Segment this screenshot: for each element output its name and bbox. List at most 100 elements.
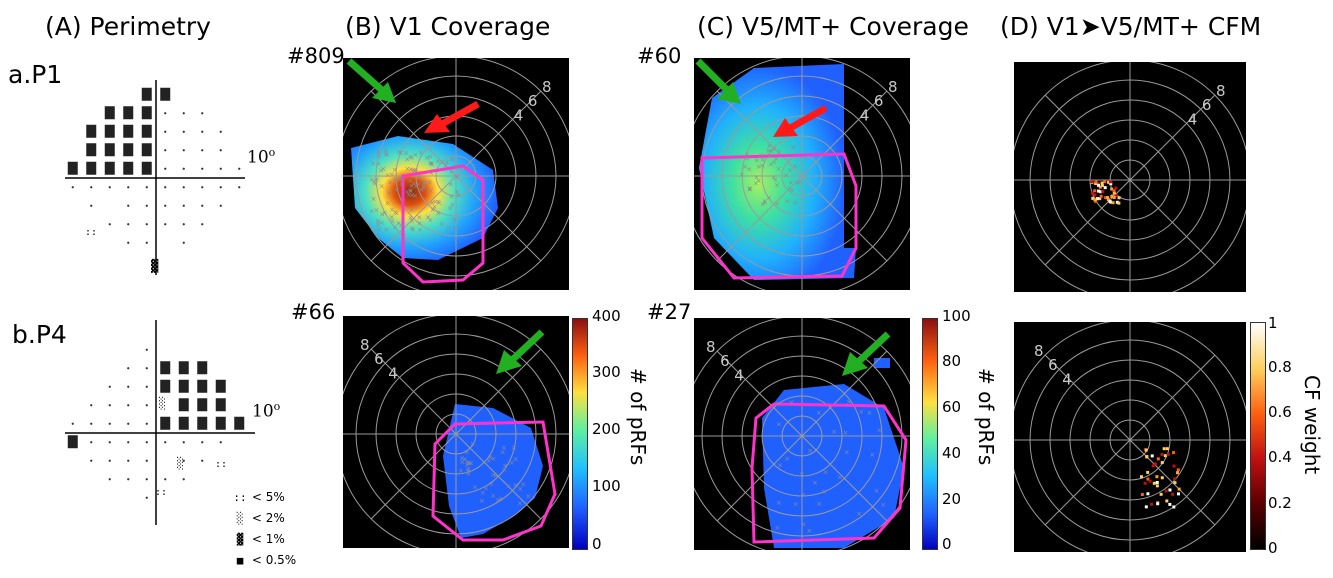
- prf-center-mark: ×: [793, 500, 799, 508]
- visual-field-boundary: [700, 152, 858, 280]
- loss-square: [197, 379, 208, 393]
- perimetry-mild-loss-mark: ::: [85, 227, 97, 238]
- loss-square: [141, 143, 152, 157]
- colorbar-cf-tick: 0.2: [1268, 494, 1292, 512]
- normal-dot: [201, 186, 204, 189]
- prf-center-mark: ×: [768, 161, 774, 169]
- loss-square: [215, 416, 226, 430]
- prf-center-mark: ×: [408, 153, 414, 161]
- normal-dot: [145, 223, 148, 226]
- loss-square: [141, 87, 152, 101]
- prf-center-mark: ×: [454, 188, 460, 196]
- prf-center-mark: ×: [506, 482, 512, 490]
- normal-dot: [145, 241, 148, 244]
- cf-weight-point: [1155, 480, 1159, 484]
- cf-weight-point: [1151, 464, 1155, 468]
- prf-center-mark: ×: [383, 150, 389, 158]
- prf-center-mark: ×: [417, 219, 423, 227]
- prf-center-mark: ×: [458, 467, 464, 475]
- prf-center-mark: ×: [408, 177, 414, 185]
- loss-square: [160, 416, 171, 430]
- cf-weight-point: [1177, 492, 1181, 496]
- prf-center-mark: ×: [411, 180, 417, 188]
- count-label-c-p1: #60: [637, 44, 682, 68]
- loss-square: [178, 379, 189, 393]
- loss-square: [86, 124, 97, 138]
- count-label-b-p1: #809: [287, 44, 345, 68]
- normal-dot: [145, 478, 148, 481]
- cf-weight-point: [1172, 464, 1176, 468]
- prf-center-mark: ×: [520, 480, 526, 488]
- prf-center-mark: ×: [501, 444, 507, 452]
- prf-center-mark: ×: [432, 203, 438, 211]
- prf-center-mark: ×: [468, 460, 474, 468]
- prf-center-mark: ×: [756, 163, 762, 171]
- perimetry-chart-p4: ░ ░ :: ::: [65, 320, 255, 525]
- prf-center-mark: ×: [739, 171, 745, 179]
- normal-dot: [145, 441, 148, 444]
- visual-field-boundary: [431, 420, 557, 542]
- cf-weight-point: [1117, 196, 1121, 200]
- prf-center-mark: ×: [495, 497, 501, 505]
- ring-label: 8: [542, 78, 552, 96]
- prf-center-mark: ×: [823, 468, 829, 476]
- prf-center-mark: ×: [464, 449, 470, 457]
- prf-center-mark: ×: [876, 427, 882, 435]
- normal-dot: [71, 422, 74, 425]
- loss-square: [123, 124, 134, 138]
- normal-dot: [127, 459, 130, 462]
- normal-dot: [182, 186, 185, 189]
- cf-weight-point: [1162, 447, 1166, 451]
- perimetry-loss-squares: [67, 361, 245, 449]
- prf-center-mark: ×: [409, 206, 415, 214]
- prf-center-mark: ×: [410, 166, 416, 174]
- perimetry-partial-loss-mark: ░: [159, 397, 166, 410]
- prf-center-mark: ×: [744, 150, 750, 158]
- prf-center-mark: ×: [421, 182, 427, 190]
- prf-center-mark: ×: [408, 166, 414, 174]
- prf-center-mark: ×: [456, 191, 462, 199]
- cf-weight-point: [1110, 194, 1114, 198]
- prf-center-mark: ×: [500, 449, 506, 457]
- cf-weight-point: [1108, 180, 1112, 184]
- legend-item-05pct: ■ < 0.5%: [236, 553, 297, 567]
- prf-center-mark: ×: [774, 182, 780, 190]
- cf-weight-point: [1096, 189, 1100, 193]
- colorbar-cf: [1250, 322, 1266, 550]
- loss-square: [123, 161, 134, 175]
- cf-weight-point: [1144, 505, 1148, 509]
- normal-dot: [164, 130, 167, 133]
- prf-center-mark: ×: [400, 175, 406, 183]
- prf-center-mark: ×: [389, 171, 395, 179]
- prf-center-mark: ×: [383, 226, 389, 234]
- cf-weight-point: [1093, 193, 1097, 197]
- normal-dot: [164, 223, 167, 226]
- normal-dot: [145, 404, 148, 407]
- prf-center-mark: ×: [443, 161, 449, 169]
- prf-center-mark: ×: [375, 217, 381, 225]
- prf-center-mark: ×: [490, 471, 496, 479]
- prf-center-mark: ×: [416, 213, 422, 221]
- loss-square: [197, 398, 208, 412]
- prf-center-mark: ×: [753, 180, 759, 188]
- prf-center-mark: ×: [465, 467, 471, 475]
- legend-item-1pct: ▓ < 1%: [236, 532, 285, 546]
- loss-square: [123, 143, 134, 157]
- prf-center-mark: ×: [821, 488, 827, 496]
- count-label-c-p4: #27: [647, 300, 692, 324]
- ring-label: 4: [734, 366, 744, 384]
- count-label-b-p4: #66: [291, 300, 336, 324]
- normal-dot: [90, 441, 93, 444]
- prf-center-mark: ×: [398, 149, 404, 157]
- normal-dot: [108, 385, 111, 388]
- row-label-p4: b.P4: [12, 320, 67, 349]
- loss-square: [67, 435, 78, 449]
- prf-center-mark: ×: [511, 444, 517, 452]
- cf-weight-point: [1090, 180, 1094, 184]
- cf-weight-point: [1160, 452, 1164, 456]
- normal-dot: [201, 112, 204, 115]
- cf-weight-point: [1099, 194, 1103, 198]
- normal-dot: [90, 459, 93, 462]
- cf-weight-point: [1095, 197, 1099, 201]
